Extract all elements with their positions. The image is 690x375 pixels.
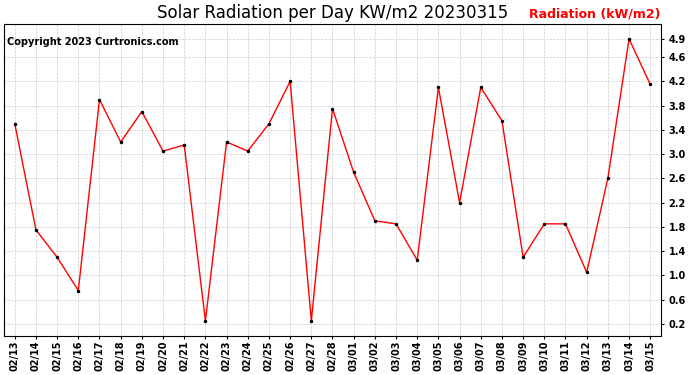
Title: Solar Radiation per Day KW/m2 20230315: Solar Radiation per Day KW/m2 20230315 (157, 4, 508, 22)
Text: Radiation (kW/m2): Radiation (kW/m2) (529, 8, 661, 21)
Text: Copyright 2023 Curtronics.com: Copyright 2023 Curtronics.com (7, 37, 179, 47)
